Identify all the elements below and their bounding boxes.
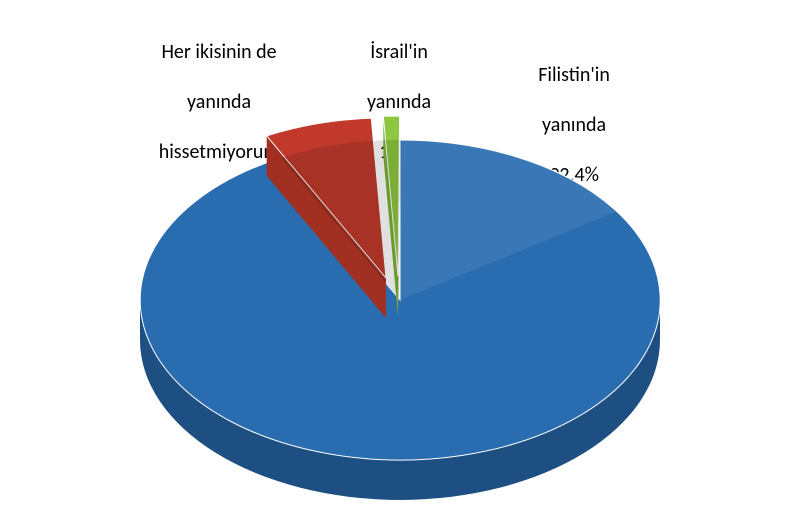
pie-chart-svg (0, 0, 796, 515)
pie-chart-container: Her ikisinin de yanında hissetmiyorum 6,… (0, 0, 796, 515)
